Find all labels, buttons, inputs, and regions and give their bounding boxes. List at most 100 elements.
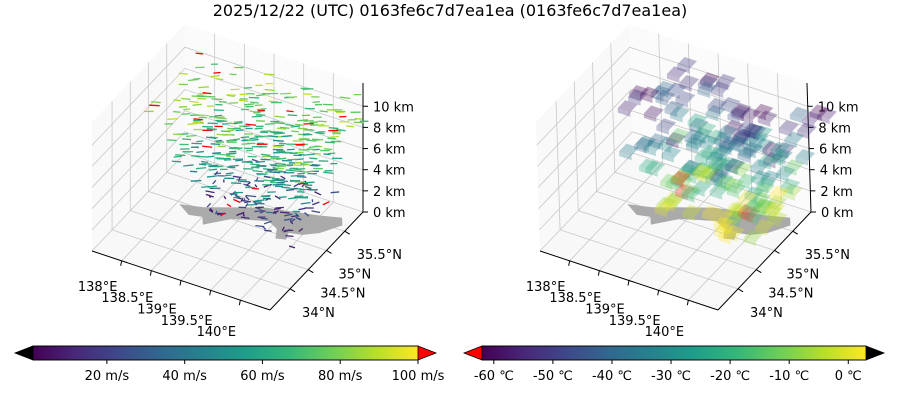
x-tick [627, 280, 630, 286]
wind-arrow [289, 219, 294, 225]
temperature-voxel [647, 140, 661, 150]
y-tick-label: 35.5°N [357, 248, 402, 263]
temperature-voxel [765, 201, 786, 214]
temperature-voxel [770, 149, 783, 159]
wind-arrow [255, 160, 266, 164]
temperature-voxel [770, 149, 791, 162]
wind-arrow [190, 179, 202, 182]
temperature-voxel [666, 82, 687, 95]
gridline-z [537, 67, 809, 167]
temperature-voxel [713, 180, 727, 189]
temperature-voxel [748, 131, 769, 144]
wind-arrow [319, 110, 328, 113]
temperature-voxel [737, 173, 758, 186]
wind-arrow [265, 197, 271, 201]
temperature-voxel [629, 93, 642, 102]
wind-arrow [205, 190, 215, 194]
temperature-voxel [780, 186, 793, 195]
wind-arrow [311, 164, 321, 166]
temperature-voxel [691, 172, 705, 181]
wind-arrow [254, 206, 262, 211]
temperature-voxel [639, 86, 660, 99]
wind-arrow [254, 184, 258, 188]
temperature-voxel [725, 210, 739, 219]
temperature-voxel [681, 194, 695, 203]
wind-arrow [201, 162, 212, 165]
temperature-voxel [757, 206, 771, 216]
wind-arrow [269, 181, 279, 184]
temperature-voxel [696, 121, 717, 134]
temperature-voxel [699, 80, 713, 89]
temperature-voxel [666, 90, 680, 99]
wind-arrow [272, 145, 283, 148]
temperature-voxel [724, 127, 737, 137]
temperature-voxel [713, 139, 727, 149]
temperature-voxel [724, 165, 738, 175]
wind-arrow [206, 127, 217, 131]
temperature-voxel [724, 157, 745, 170]
temperature-voxel [656, 196, 677, 209]
temperature-voxel [698, 134, 719, 147]
temperature-voxel [669, 127, 690, 140]
wind-arrow [294, 123, 304, 126]
temperature-voxel [665, 192, 686, 205]
temperature-voxel [669, 135, 683, 145]
wind-arrow [244, 103, 255, 106]
wind-arrow [235, 159, 243, 162]
temperature-voxel [685, 133, 706, 146]
temperature-voxel [713, 217, 726, 227]
temperature-voxel [678, 163, 698, 176]
temperature-voxel [767, 194, 788, 207]
temperature-voxel [701, 172, 714, 182]
wind-arrow [249, 137, 259, 140]
side-pane [536, 24, 633, 251]
temperature-voxel [706, 151, 726, 164]
wind-arrow [220, 130, 231, 133]
wind-arrow [237, 177, 241, 183]
wind-arrow [273, 207, 281, 210]
temperature-voxel [713, 131, 734, 144]
temperature-voxel [733, 128, 753, 141]
colorbar-outline [462, 345, 886, 361]
temperature-voxel [720, 96, 741, 109]
y-tick [326, 250, 332, 254]
temperature-voxel [654, 200, 675, 213]
wind-arrow [251, 158, 260, 163]
temperature-voxel [753, 103, 774, 116]
wind-arrow [296, 175, 307, 178]
wind-arrow [216, 133, 227, 136]
temperature-voxel [682, 167, 695, 177]
wind-arrow [311, 210, 321, 214]
temperature-voxel [661, 146, 682, 159]
temperature-voxel [680, 191, 694, 201]
wind-arrow [252, 169, 263, 173]
temperature-voxel [705, 178, 718, 187]
temperature-voxel [744, 131, 757, 140]
temperature-voxel [738, 143, 759, 156]
wind-arrow [294, 161, 302, 164]
wind-arrow [304, 212, 310, 217]
temperature-voxel [718, 224, 732, 234]
temperature-voxel [762, 212, 776, 221]
wind-arrow [213, 172, 222, 175]
temperature-voxel [769, 193, 782, 203]
wind-arrow [278, 196, 287, 199]
temperature-voxel [762, 204, 783, 217]
x-tick-label: 139°E [137, 303, 177, 318]
wind-arrow [354, 117, 363, 120]
wind-arrow [251, 187, 260, 190]
temperature-voxel [636, 135, 657, 148]
wind-arrow [263, 220, 272, 225]
temperature-voxel [664, 108, 678, 118]
temperature-voxel [753, 207, 766, 217]
temperature-voxel [778, 128, 792, 137]
temperature-voxel [789, 106, 810, 119]
z-tick-label: 0 km [373, 206, 406, 221]
temperature-voxel [728, 209, 742, 219]
wind-arrow [324, 141, 335, 144]
wind-arrow [264, 229, 272, 232]
wind-arrow [240, 199, 250, 202]
y-tick [792, 230, 799, 235]
wind-arrow [245, 194, 257, 198]
temperature-voxel [665, 174, 686, 187]
